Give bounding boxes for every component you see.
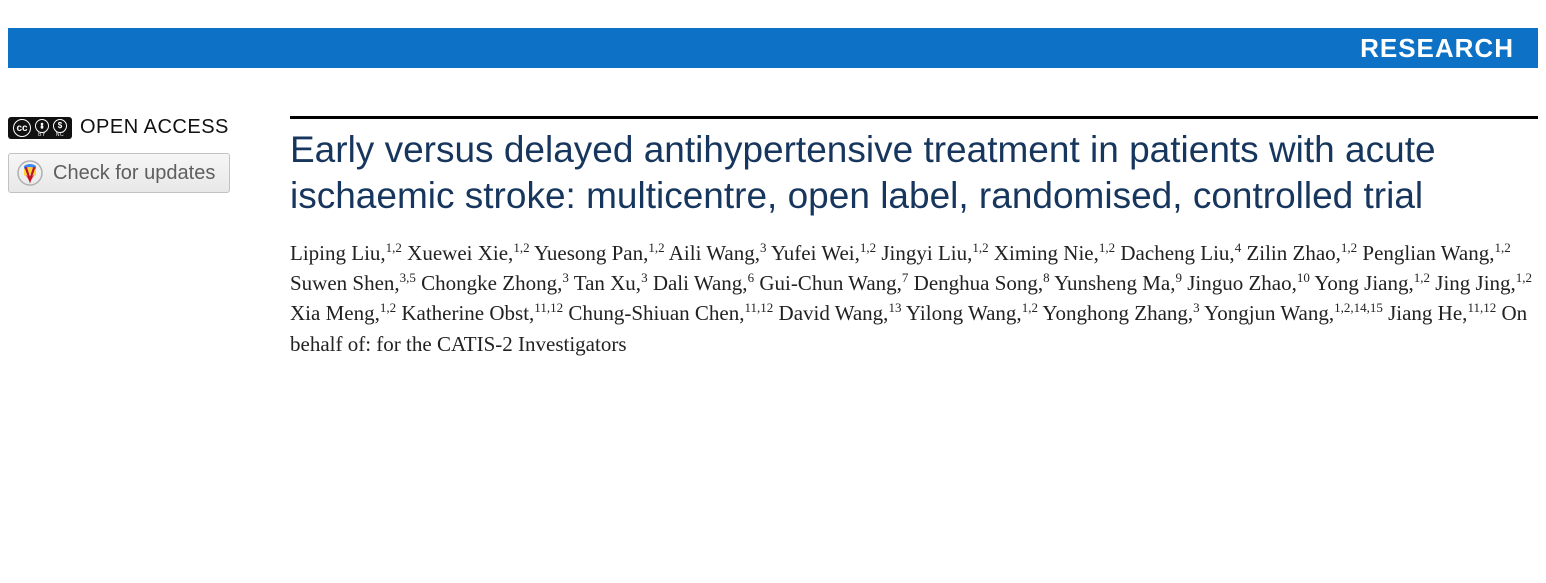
author: Yonghong Zhang,3 xyxy=(1042,301,1199,325)
cc-license-icon: cc BY $ NC xyxy=(8,117,72,139)
author: Yongjun Wang,1,2,14,15 xyxy=(1204,301,1383,325)
author-affiliation: 1,2 xyxy=(1414,270,1430,285)
check-updates-label: Check for updates xyxy=(53,162,215,185)
crossmark-icon xyxy=(17,160,43,186)
author: Jing Jing,1,2 xyxy=(1435,271,1532,295)
author: Penglian Wang,1,2 xyxy=(1362,241,1510,265)
content-wrap: cc BY $ NC OPEN ACCESS xyxy=(0,68,1546,359)
author-affiliation: 10 xyxy=(1297,270,1310,285)
banner-label: RESEARCH xyxy=(1360,33,1514,64)
author: Yuesong Pan,1,2 xyxy=(534,241,665,265)
article-title: Early versus delayed antihypertensive tr… xyxy=(290,127,1538,220)
author-affiliation: 1,2,14,15 xyxy=(1334,300,1383,315)
author: Jiang He,11,12 xyxy=(1388,301,1496,325)
authors-block: Liping Liu,1,2 Xuewei Xie,1,2 Yuesong Pa… xyxy=(290,238,1538,360)
author-affiliation: 1,2 xyxy=(1516,270,1532,285)
author-affiliation: 1,2 xyxy=(1341,240,1357,255)
author-affiliation: 3 xyxy=(760,240,767,255)
author: Katherine Obst,11,12 xyxy=(401,301,563,325)
author: Zilin Zhao,1,2 xyxy=(1246,241,1357,265)
author: Dali Wang,6 xyxy=(653,271,754,295)
author: Chongke Zhong,3 xyxy=(421,271,569,295)
section-banner: RESEARCH xyxy=(8,28,1538,68)
author-affiliation: 4 xyxy=(1235,240,1242,255)
check-updates-button[interactable]: Check for updates xyxy=(8,153,230,193)
author: Gui-Chun Wang,7 xyxy=(759,271,908,295)
author-affiliation: 6 xyxy=(748,270,755,285)
author: Yunsheng Ma,9 xyxy=(1054,271,1182,295)
author-affiliation: 1,2 xyxy=(1022,300,1038,315)
author-affiliation: 1,2 xyxy=(972,240,988,255)
author-affiliation: 1,2 xyxy=(648,240,664,255)
author: Yong Jiang,1,2 xyxy=(1314,271,1430,295)
author: Jingyi Liu,1,2 xyxy=(881,241,988,265)
author-affiliation: 1,2 xyxy=(380,300,396,315)
author: Liping Liu,1,2 xyxy=(290,241,402,265)
article-header: Early versus delayed antihypertensive tr… xyxy=(290,116,1538,359)
author: Denghua Song,8 xyxy=(914,271,1050,295)
author: Suwen Shen,3,5 xyxy=(290,271,416,295)
author-affiliation: 11,12 xyxy=(745,300,774,315)
open-access-label: OPEN ACCESS xyxy=(80,116,229,139)
open-access-row: cc BY $ NC OPEN ACCESS xyxy=(8,116,272,139)
author-affiliation: 3 xyxy=(641,270,648,285)
sidebar: cc BY $ NC OPEN ACCESS xyxy=(8,116,290,359)
author-affiliation: 1,2 xyxy=(1099,240,1115,255)
author-affiliation: 3 xyxy=(562,270,569,285)
author: Xuewei Xie,1,2 xyxy=(407,241,529,265)
author: Dacheng Liu,4 xyxy=(1120,241,1241,265)
author-affiliation: 1,2 xyxy=(1495,240,1511,255)
author: Tan Xu,3 xyxy=(574,271,648,295)
author-affiliation: 9 xyxy=(1175,270,1182,285)
author-affiliation: 3,5 xyxy=(400,270,416,285)
author-affiliation: 3 xyxy=(1193,300,1200,315)
author-affiliation: 1,2 xyxy=(860,240,876,255)
author-affiliation: 11,12 xyxy=(1467,300,1496,315)
author: Jinguo Zhao,10 xyxy=(1187,271,1310,295)
author: Chung-Shiuan Chen,11,12 xyxy=(568,301,773,325)
author: Xia Meng,1,2 xyxy=(290,301,396,325)
author-affiliation: 1,2 xyxy=(513,240,529,255)
author-affiliation: 11,12 xyxy=(534,300,563,315)
author-affiliation: 13 xyxy=(888,300,901,315)
author: David Wang,13 xyxy=(779,301,902,325)
author-affiliation: 7 xyxy=(902,270,909,285)
author: Aili Wang,3 xyxy=(669,241,767,265)
author: Ximing Nie,1,2 xyxy=(994,241,1115,265)
author: Yilong Wang,1,2 xyxy=(906,301,1038,325)
author: Yufei Wei,1,2 xyxy=(771,241,876,265)
author-affiliation: 1,2 xyxy=(386,240,402,255)
author-affiliation: 8 xyxy=(1043,270,1050,285)
